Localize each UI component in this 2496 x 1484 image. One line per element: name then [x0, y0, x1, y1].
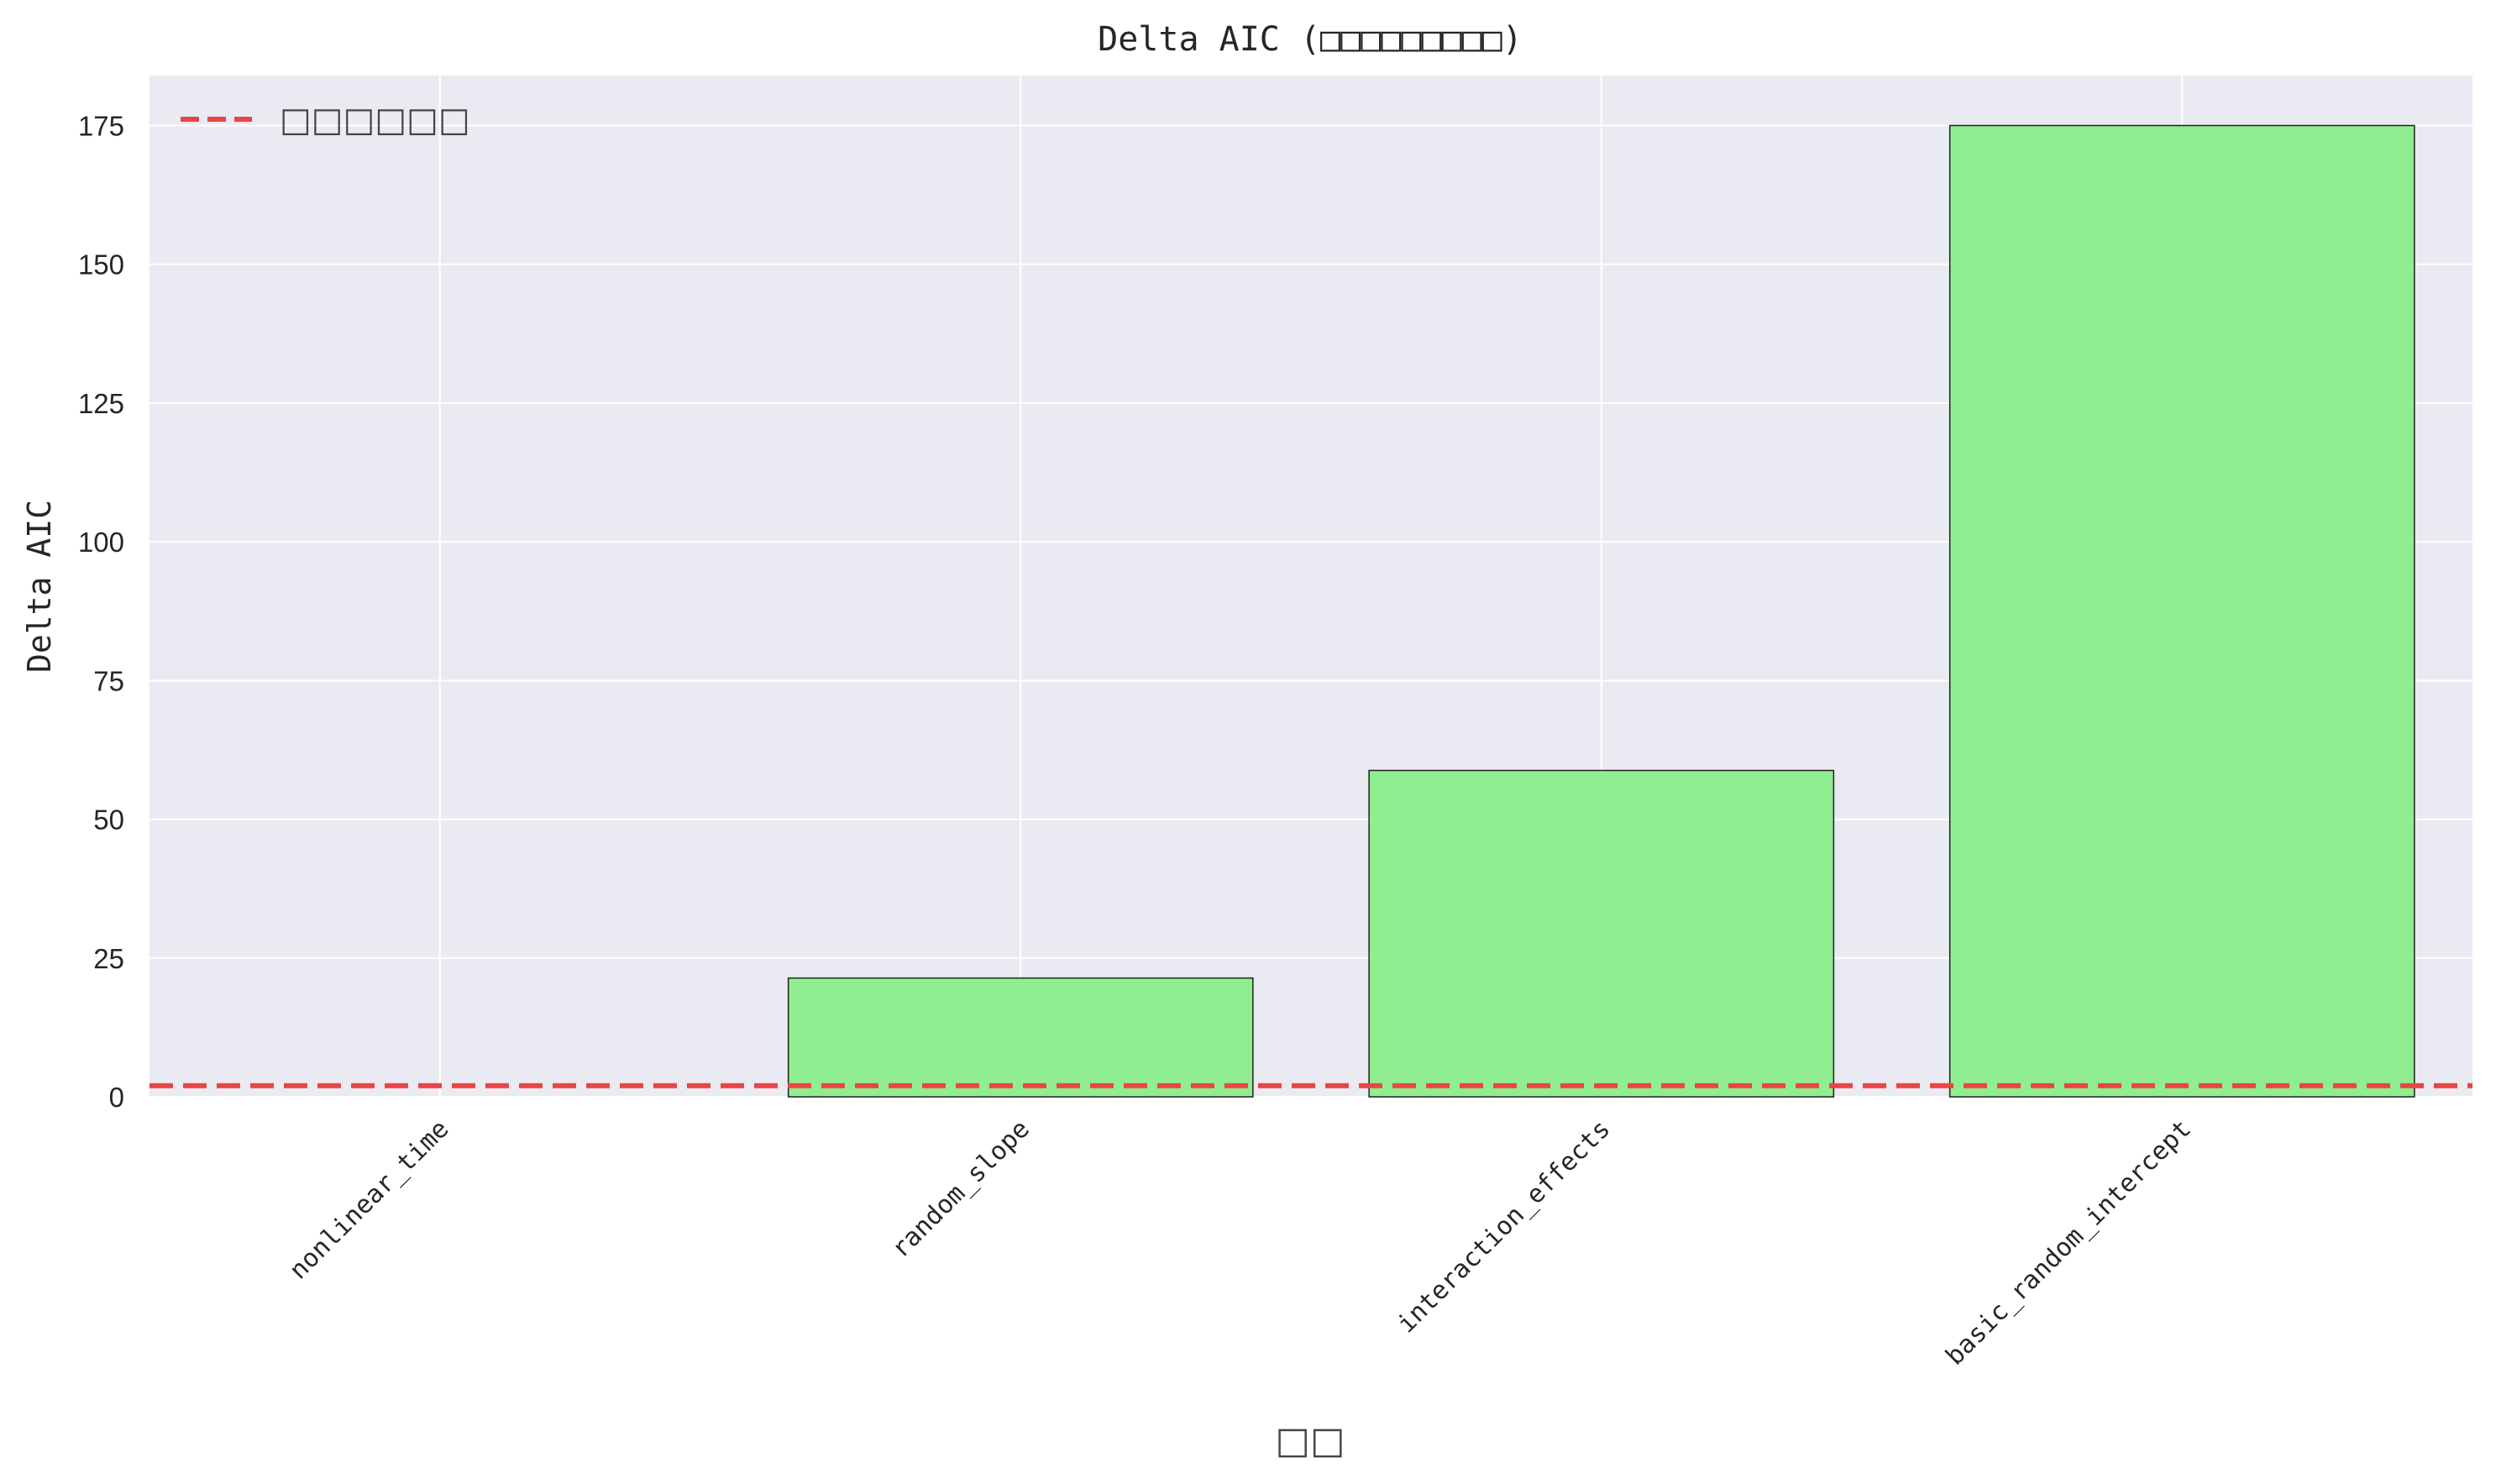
x-axis-ticks: nonlinear_time random_slope interaction_ef… — [284, 1114, 2197, 1371]
bar-interaction_effects — [1368, 769, 1835, 1098]
y-tick-label: 125 — [78, 388, 124, 419]
bar-random_slope — [787, 977, 1254, 1098]
y-tick-label: 25 — [93, 943, 124, 974]
x-tick-label: nonlinear_time — [284, 1114, 455, 1286]
legend: □□□□□□ — [181, 101, 470, 139]
y-tick-label: 75 — [93, 665, 124, 696]
bar-basic_random_intercept — [1948, 124, 2415, 1098]
y-tick-label: 175 — [78, 110, 124, 141]
chart-title: Delta AIC (□□□□□□□□□) — [1098, 20, 1523, 59]
legend-label: □□□□□□ — [280, 101, 470, 139]
bars — [787, 124, 2415, 1098]
y-tick-label: 150 — [78, 249, 124, 281]
x-axis-label: □□ — [1275, 1419, 1345, 1462]
y-tick-label: 100 — [78, 527, 124, 558]
x-tick-label: interaction_effects — [1392, 1114, 1616, 1339]
y-axis-label: Delta AIC — [21, 500, 58, 673]
y-tick-label: 50 — [93, 805, 124, 836]
y-axis-ticks: 0 25 50 75 100 125 150 175 — [78, 110, 124, 1113]
x-tick-label: basic_random_intercept — [1940, 1114, 2197, 1371]
x-tick-label: random_slope — [886, 1114, 1036, 1264]
y-tick-label: 0 — [109, 1082, 124, 1113]
